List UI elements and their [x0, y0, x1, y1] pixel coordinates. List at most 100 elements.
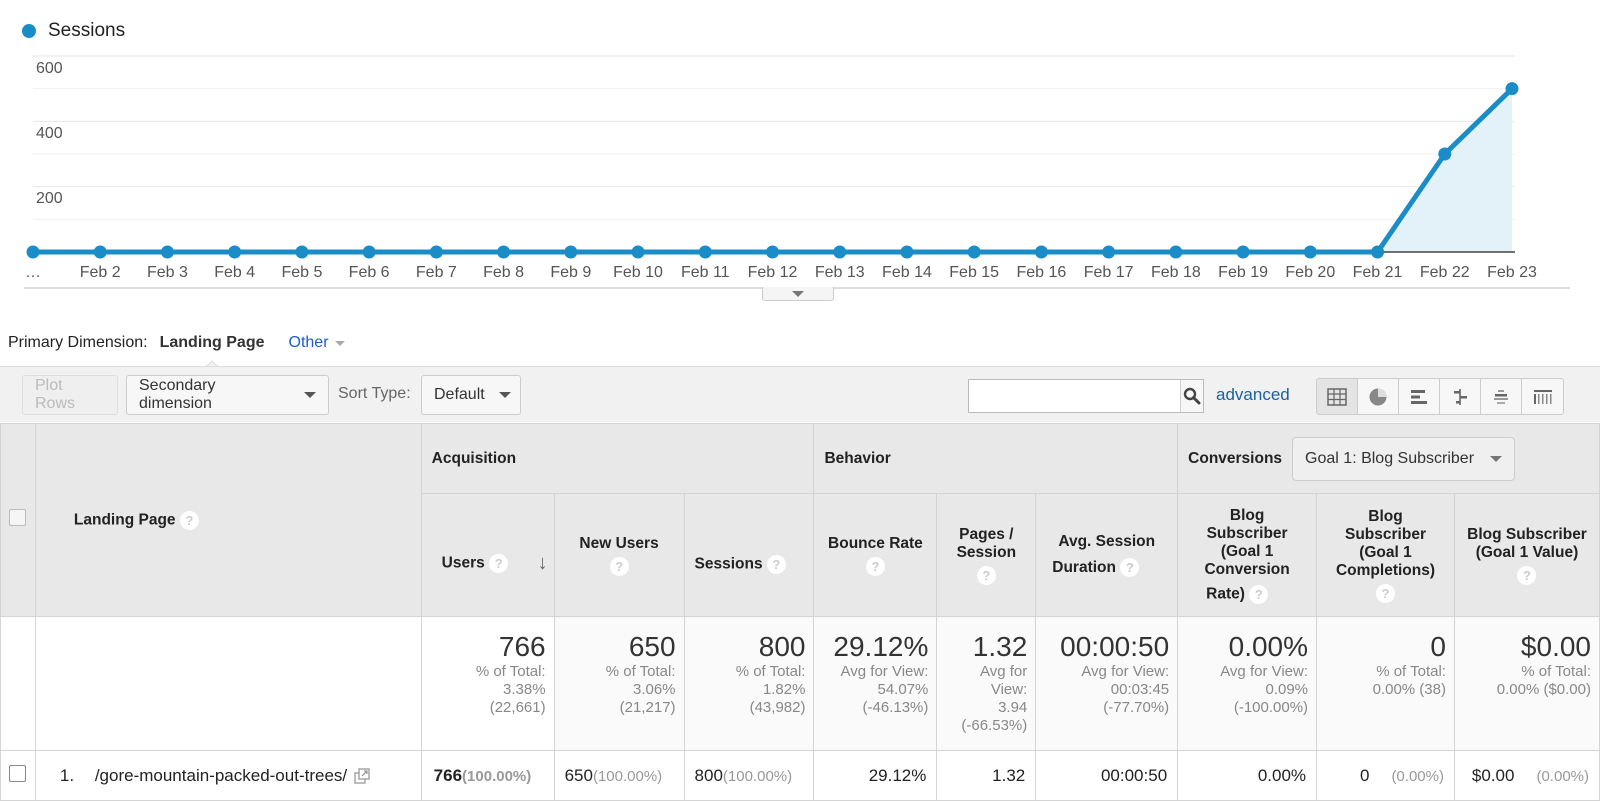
- col-avg-session-duration[interactable]: Avg. Session Duration ?: [1035, 493, 1179, 617]
- total-pages-session: 1.32 Avg for View: 3.94 (-66.53%): [936, 616, 1037, 751]
- help-icon[interactable]: ?: [1120, 558, 1140, 578]
- help-icon[interactable]: ?: [609, 556, 629, 576]
- data-point[interactable]: [1169, 245, 1183, 259]
- col-users-label: Users: [441, 554, 485, 572]
- data-point[interactable]: [631, 245, 645, 259]
- view-term-cloud-button[interactable]: [1481, 379, 1522, 414]
- secondary-dimension-dropdown[interactable]: Secondary dimension: [126, 375, 329, 415]
- col-bounce-rate[interactable]: Bounce Rate?: [813, 493, 938, 617]
- pie-chart-icon: [1369, 388, 1387, 405]
- row-landing-page: 1. /gore-mountain-packed-out-trees/: [34, 750, 422, 801]
- col-new-users[interactable]: New Users?: [553, 493, 685, 617]
- col-bounce-rate-label: Bounce Rate: [828, 534, 923, 552]
- data-point[interactable]: [967, 245, 981, 259]
- data-point[interactable]: [900, 245, 914, 259]
- x-tick-label: Feb 16: [1016, 264, 1067, 281]
- row-select-cell: [0, 750, 36, 801]
- col-goal1-value[interactable]: Blog Subscriber (Goal 1 Value)?: [1453, 493, 1600, 617]
- chart-legend[interactable]: Sessions: [22, 20, 125, 42]
- help-icon[interactable]: ?: [179, 510, 199, 530]
- x-tick-label: Feb 8: [483, 264, 525, 281]
- data-point[interactable]: [497, 245, 511, 259]
- view-comparison-button[interactable]: [1440, 379, 1481, 414]
- goal-select-dropdown[interactable]: Goal 1: Blog Subscriber: [1292, 436, 1516, 481]
- col-pages-session[interactable]: Pages / Session?: [936, 493, 1037, 617]
- col-conv-rate-label-2: Rate): [1206, 585, 1245, 603]
- help-icon[interactable]: ?: [976, 565, 996, 585]
- search-button[interactable]: [1180, 380, 1203, 412]
- data-point[interactable]: [833, 245, 847, 259]
- col-goal1-completions[interactable]: Blog Subscriber (Goal 1 Completions)?: [1316, 493, 1455, 617]
- data-point[interactable]: [1236, 245, 1250, 259]
- total-avg-duration: 00:00:50 Avg for View: 00:03:45 (-77.70%): [1035, 616, 1179, 751]
- col-value-label: Blog Subscriber (Goal 1 Value): [1467, 525, 1587, 561]
- table-row[interactable]: 1. /gore-mountain-packed-out-trees/ 766(…: [0, 750, 1600, 801]
- help-icon[interactable]: ?: [489, 553, 509, 573]
- col-goal1-conversion-rate[interactable]: Blog Subscriber (Goal 1 Conversion Rate) …: [1177, 493, 1318, 617]
- plot-rows-button[interactable]: Plot Rows: [22, 375, 118, 415]
- total-new-users: 650% of Total: 3.06% (21,217): [553, 616, 685, 751]
- data-point[interactable]: [26, 245, 40, 259]
- x-tick-label: Feb 19: [1218, 264, 1268, 281]
- col-completions-label: Blog Subscriber (Goal 1 Completions): [1335, 507, 1436, 579]
- select-all-checkbox[interactable]: [9, 509, 27, 526]
- view-performance-button[interactable]: [1399, 379, 1440, 414]
- total-value: $0.00% of Total: 0.00% ($0.00): [1453, 616, 1600, 751]
- data-point[interactable]: [1505, 82, 1519, 96]
- x-tick-label: Feb 4: [214, 264, 256, 281]
- table-search-input[interactable]: [969, 380, 1180, 412]
- data-point[interactable]: [1371, 245, 1385, 259]
- data-point[interactable]: [228, 245, 242, 259]
- data-point[interactable]: [160, 245, 174, 259]
- data-point[interactable]: [766, 245, 779, 259]
- row-checkbox[interactable]: [9, 764, 27, 782]
- data-point[interactable]: [429, 245, 443, 259]
- row-sessions: 800(100.00%): [683, 750, 815, 801]
- row-value: $0.00 (0.00%): [1453, 750, 1600, 801]
- y-tick-400: 400: [36, 125, 63, 142]
- total-bounce-rate: 29.12% Avg for View: 54.07% (-46.13%): [813, 616, 938, 751]
- help-icon[interactable]: ?: [1517, 565, 1537, 585]
- landing-page-link[interactable]: /gore-mountain-packed-out-trees/: [94, 765, 348, 785]
- data-point[interactable]: [362, 245, 376, 259]
- view-pivot-button[interactable]: [1522, 379, 1563, 414]
- data-point[interactable]: [93, 245, 107, 259]
- y-tick-200: 200: [36, 190, 63, 207]
- help-icon[interactable]: ?: [1249, 584, 1269, 604]
- sort-type-label: Sort Type:: [338, 385, 411, 402]
- sort-type-dropdown[interactable]: Default: [421, 375, 521, 415]
- help-icon[interactable]: ?: [1376, 583, 1395, 603]
- row-conv-rate: 0.00%: [1177, 750, 1318, 801]
- col-pages-session-label: Pages / Session: [956, 525, 1017, 561]
- group-behavior: Behavior: [813, 423, 1179, 494]
- sort-descending-arrow-icon[interactable]: ↓: [537, 552, 548, 574]
- dimension-landing-page[interactable]: Landing Page: [159, 334, 265, 351]
- data-point[interactable]: [295, 245, 309, 259]
- data-point[interactable]: [698, 245, 712, 259]
- advanced-filter-link[interactable]: advanced: [1216, 385, 1290, 404]
- x-tick-label: …: [25, 264, 41, 281]
- view-table-button[interactable]: [1317, 379, 1358, 414]
- data-point[interactable]: [1303, 245, 1317, 259]
- data-point[interactable]: [564, 245, 578, 259]
- line-chart-plot[interactable]: [0, 0, 1600, 290]
- total-completions: 0% of Total: 0.00% (38): [1316, 616, 1455, 751]
- dimension-other-dropdown[interactable]: Other: [289, 334, 345, 352]
- collapse-chart-toggle[interactable]: [762, 287, 834, 301]
- view-pie-button[interactable]: [1358, 379, 1399, 414]
- conversions-label: Conversions: [1188, 449, 1283, 467]
- help-icon[interactable]: ?: [766, 554, 786, 574]
- row-bounce-rate: 29.12%: [813, 750, 938, 801]
- caret-down-icon: [304, 392, 316, 398]
- col-landing-page[interactable]: Landing Page ?: [34, 423, 422, 617]
- data-point[interactable]: [1034, 245, 1048, 259]
- data-point[interactable]: [1438, 147, 1452, 161]
- help-icon[interactable]: ?: [865, 556, 885, 576]
- data-point[interactable]: [1102, 245, 1116, 259]
- col-sessions[interactable]: Sessions ?: [683, 493, 815, 617]
- open-external-icon[interactable]: [354, 768, 370, 784]
- col-users[interactable]: Users ? ↓: [420, 493, 555, 617]
- x-tick-label: Feb 22: [1419, 264, 1470, 281]
- primary-dimension-bar: Primary Dimension: Landing Page Other: [8, 334, 345, 352]
- bar-chart-icon: [1411, 389, 1427, 404]
